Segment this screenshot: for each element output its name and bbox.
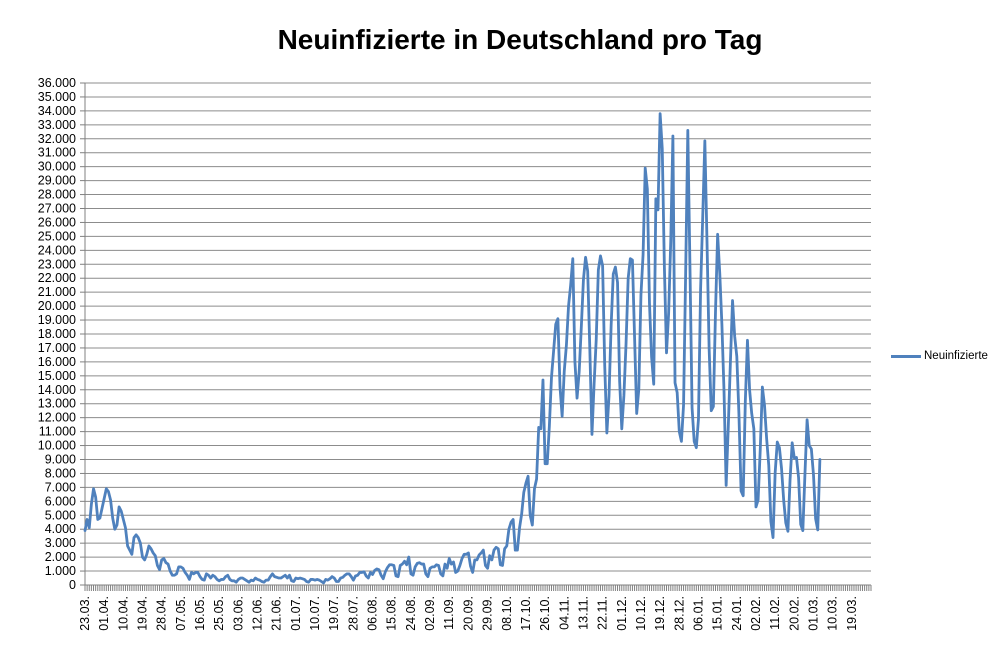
svg-text:15.000: 15.000 [38, 369, 76, 383]
svg-text:4.000: 4.000 [45, 522, 76, 536]
svg-text:02.02.: 02.02. [749, 596, 763, 631]
svg-text:26.10.: 26.10. [538, 596, 552, 631]
svg-text:25.05.: 25.05. [212, 596, 226, 631]
svg-text:19.04.: 19.04. [136, 596, 150, 631]
x-axis-labels: 23.03. 01.04. 10.04. 19.04. 28.04. 07.05. 16.0… [78, 596, 859, 631]
svg-text:01.04.: 01.04. [97, 596, 111, 631]
svg-text:36.000: 36.000 [38, 76, 76, 90]
svg-text:8.000: 8.000 [45, 466, 76, 480]
svg-text:28.04.: 28.04. [155, 596, 169, 631]
svg-text:01.12.: 01.12. [615, 596, 629, 631]
svg-text:22.11.: 22.11. [596, 596, 610, 630]
svg-text:23.000: 23.000 [38, 257, 76, 271]
svg-text:08.10.: 08.10. [500, 596, 514, 631]
svg-text:04.11.: 04.11. [557, 596, 571, 630]
svg-text:10.03.: 10.03. [826, 596, 840, 631]
svg-text:3.000: 3.000 [45, 536, 76, 550]
svg-text:10.12.: 10.12. [634, 596, 648, 631]
svg-text:28.000: 28.000 [38, 188, 76, 202]
svg-text:26.000: 26.000 [38, 215, 76, 229]
svg-text:7.000: 7.000 [45, 480, 76, 494]
svg-text:6.000: 6.000 [45, 494, 76, 508]
svg-text:02.09.: 02.09. [423, 596, 437, 631]
svg-text:29.09.: 29.09. [481, 596, 495, 631]
svg-text:0: 0 [69, 578, 76, 592]
legend-line-sample [891, 354, 921, 358]
legend: Neuinfizierte [891, 350, 988, 362]
svg-text:13.000: 13.000 [38, 397, 76, 411]
series-neuinfizierte [83, 112, 822, 585]
svg-text:35.000: 35.000 [38, 90, 76, 104]
svg-text:25.000: 25.000 [38, 229, 76, 243]
svg-text:19.07.: 19.07. [327, 596, 341, 631]
svg-text:11.02.: 11.02. [768, 596, 782, 630]
svg-text:15.01.: 15.01. [711, 596, 725, 631]
svg-text:30.000: 30.000 [38, 160, 76, 174]
svg-text:1.000: 1.000 [45, 564, 76, 578]
svg-text:12.06.: 12.06. [251, 596, 265, 631]
svg-text:31.000: 31.000 [38, 146, 76, 160]
svg-text:06.08.: 06.08. [366, 596, 380, 631]
svg-text:22.000: 22.000 [38, 271, 76, 285]
svg-text:20.09.: 20.09. [461, 596, 475, 631]
svg-text:9.000: 9.000 [45, 453, 76, 467]
svg-text:20.000: 20.000 [38, 299, 76, 313]
svg-text:10.000: 10.000 [38, 439, 76, 453]
svg-text:01.03.: 01.03. [806, 596, 820, 631]
svg-text:34.000: 34.000 [38, 104, 76, 118]
legend-label: Neuinfizierte [924, 350, 988, 362]
svg-text:15.08.: 15.08. [385, 596, 399, 631]
svg-text:28.12.: 28.12. [672, 596, 686, 631]
svg-text:19.000: 19.000 [38, 313, 76, 327]
svg-text:2.000: 2.000 [45, 550, 76, 564]
y-axis-ticks [80, 82, 85, 586]
svg-text:13.11.: 13.11. [576, 596, 590, 630]
svg-text:33.000: 33.000 [38, 118, 76, 132]
y-axis-labels: 01.0002.0003.0004.0005.0006.0007.0008.00… [38, 76, 76, 592]
svg-text:19.03.: 19.03. [845, 596, 859, 631]
chart-title: Neuinfizierte in Deutschland pro Tag [277, 24, 763, 55]
svg-text:18.000: 18.000 [38, 327, 76, 341]
svg-text:06.01.: 06.01. [691, 596, 705, 631]
svg-text:10.07.: 10.07. [308, 596, 322, 631]
svg-text:5.000: 5.000 [45, 508, 76, 522]
svg-text:16.05.: 16.05. [193, 596, 207, 631]
svg-text:19.12.: 19.12. [653, 596, 667, 631]
svg-text:11.000: 11.000 [39, 425, 76, 439]
svg-text:12.000: 12.000 [38, 411, 76, 425]
svg-text:23.03.: 23.03. [78, 596, 92, 631]
svg-text:16.000: 16.000 [38, 355, 76, 369]
svg-text:27.000: 27.000 [38, 202, 76, 216]
svg-text:21.000: 21.000 [38, 285, 76, 299]
svg-text:14.000: 14.000 [38, 383, 76, 397]
svg-text:07.05.: 07.05. [174, 596, 188, 631]
svg-text:24.01.: 24.01. [730, 596, 744, 631]
svg-text:01.07.: 01.07. [289, 596, 303, 631]
svg-text:28.07.: 28.07. [346, 596, 360, 631]
svg-text:17.000: 17.000 [38, 341, 76, 355]
svg-text:11.09.: 11.09. [442, 596, 456, 630]
svg-text:29.000: 29.000 [38, 174, 76, 188]
gridlines [85, 82, 871, 572]
svg-text:03.06.: 03.06. [231, 596, 245, 631]
svg-text:10.04.: 10.04. [116, 596, 130, 631]
svg-text:17.10.: 17.10. [519, 596, 533, 631]
svg-text:24.000: 24.000 [38, 243, 76, 257]
svg-text:32.000: 32.000 [38, 132, 76, 146]
svg-text:20.02.: 20.02. [787, 596, 801, 631]
svg-text:21.06.: 21.06. [270, 596, 284, 631]
svg-text:24.08.: 24.08. [404, 596, 418, 631]
x-axis-ticks [84, 585, 872, 591]
